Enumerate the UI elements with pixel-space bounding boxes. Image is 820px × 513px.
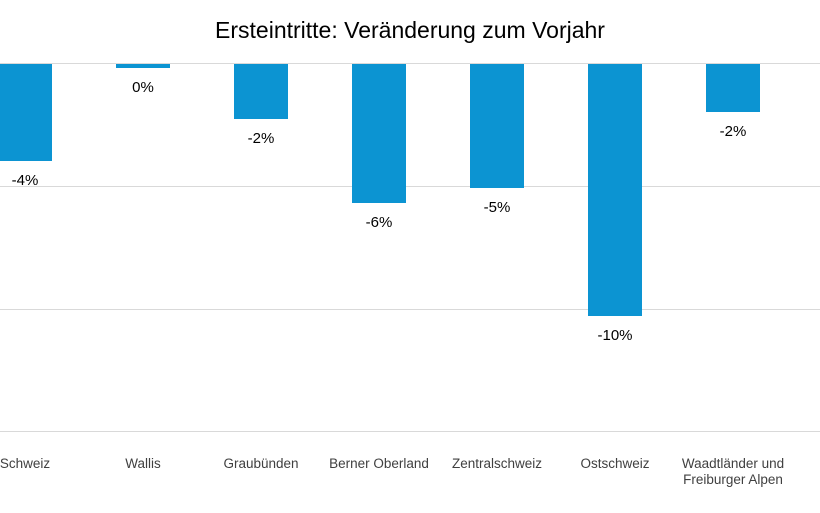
gridline (0, 185, 820, 187)
bar (588, 64, 642, 316)
bar (706, 64, 760, 113)
gridline (0, 308, 820, 310)
category-label: Ostschweiz (580, 456, 650, 471)
gridline (0, 63, 820, 64)
data-label: 0% (132, 78, 154, 96)
x-axis-labels: Schweiz Wallis Graubünden Berner Oberland Ze… (0, 456, 820, 500)
bar (0, 64, 52, 162)
data-label: -4% (11, 172, 39, 190)
category-label: Zentralschweiz (451, 456, 543, 471)
category-label: Graubünden (223, 456, 299, 471)
category-label: Schweiz (0, 456, 51, 471)
category-label: Waadtländer und Freiburger Alpen (681, 456, 785, 487)
bar (116, 64, 170, 68)
data-label: -10% (597, 326, 633, 344)
chart-title: Ersteintritte: Veränderung zum Vorjahr (215, 17, 605, 43)
bar (234, 64, 288, 120)
gridline (0, 431, 820, 433)
data-label: -5% (483, 199, 511, 217)
category-label: Wallis (125, 456, 161, 471)
data-label: -6% (365, 213, 393, 231)
category-label: Berner Oberland (329, 456, 429, 471)
bar (470, 64, 524, 189)
bar (352, 64, 406, 203)
data-label: -2% (247, 130, 275, 148)
data-label: -2% (719, 123, 747, 141)
